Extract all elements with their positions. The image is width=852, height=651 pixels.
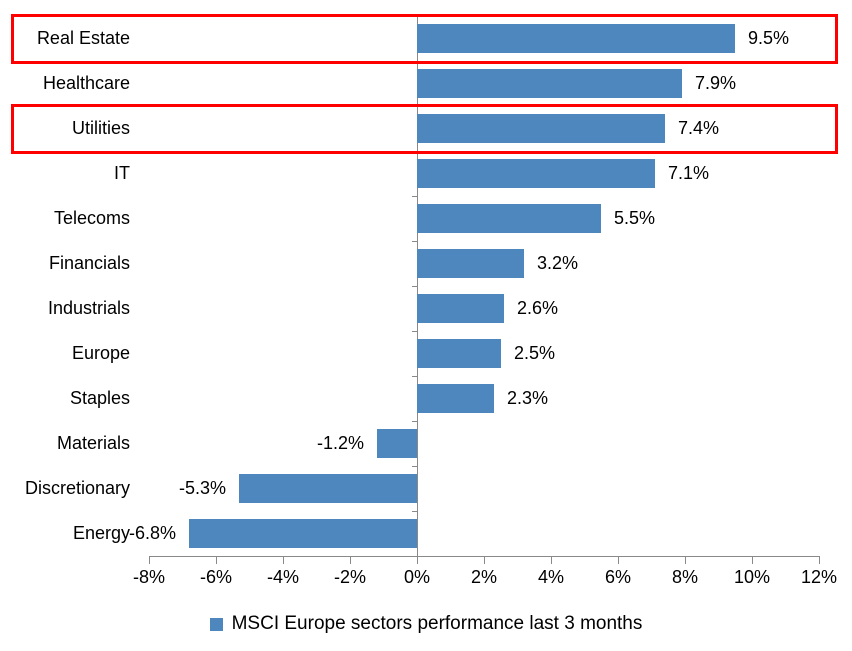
highlight-box [11, 13, 838, 64]
value-label: 2.3% [507, 388, 549, 408]
value-axis-tick [216, 556, 217, 564]
value-axis-tick-label: -4% [266, 567, 300, 587]
value-axis-tick-label: 6% [604, 567, 632, 587]
highlight-box [11, 103, 838, 154]
category-axis-tick [412, 511, 418, 512]
bar [417, 339, 501, 368]
category-label: IT [114, 163, 130, 183]
bar [417, 249, 524, 278]
category-label: Industrials [47, 298, 130, 318]
category-axis-tick [412, 466, 418, 467]
bar [189, 519, 417, 548]
value-axis-tick-label: 4% [537, 567, 565, 587]
value-label: 2.5% [514, 343, 556, 363]
bar [377, 429, 417, 458]
value-axis-tick-label: -2% [333, 567, 367, 587]
value-axis-tick [685, 556, 686, 564]
bar [417, 159, 655, 188]
bar [417, 69, 682, 98]
legend-marker-icon [209, 617, 223, 631]
category-axis-tick [412, 196, 418, 197]
category-axis-tick [412, 106, 418, 107]
value-axis-tick [350, 556, 351, 564]
category-label: Materials [56, 433, 130, 453]
value-axis-tick-label: 10% [733, 567, 771, 587]
bar [417, 384, 494, 413]
value-axis-tick-label: 12% [800, 567, 838, 587]
category-axis-tick [412, 421, 418, 422]
legend-label: MSCI Europe sectors performance last 3 m… [231, 613, 643, 634]
value-axis-tick-label: -6% [199, 567, 233, 587]
category-axis-tick [412, 286, 418, 287]
value-axis-tick [551, 556, 552, 564]
bar [239, 474, 417, 503]
value-axis-tick [618, 556, 619, 564]
value-label: 5.5% [614, 208, 656, 228]
value-label: 7.4% [678, 118, 720, 138]
bar [417, 204, 601, 233]
value-label: 9.5% [748, 28, 790, 48]
value-axis-tick [752, 556, 753, 564]
category-axis-tick [412, 376, 418, 377]
value-axis-tick [283, 556, 284, 564]
category-label: Financials [48, 253, 130, 273]
value-axis-tick [484, 556, 485, 564]
bar [417, 24, 735, 53]
chart-legend: MSCI Europe sectors performance last 3 m… [0, 610, 852, 638]
value-axis-tick-label: 2% [470, 567, 498, 587]
value-label: 7.9% [695, 73, 737, 93]
category-label: Telecoms [53, 208, 130, 228]
value-axis-tick [819, 556, 820, 564]
category-label: Staples [69, 388, 130, 408]
value-label: -1.2% [316, 433, 364, 453]
category-axis-tick [412, 241, 418, 242]
category-label: Europe [71, 343, 130, 363]
bar [417, 114, 665, 143]
value-axis-tick [417, 556, 418, 564]
category-label: Healthcare [42, 73, 130, 93]
category-label: Real Estate [36, 28, 130, 48]
bar [417, 294, 504, 323]
value-axis-tick-label: 0% [403, 567, 431, 587]
value-label: 2.6% [517, 298, 559, 318]
value-axis-tick [149, 556, 150, 564]
value-label: 3.2% [537, 253, 579, 273]
category-label: Energy [72, 523, 130, 543]
category-axis-tick [412, 16, 418, 17]
value-axis-tick-label: -8% [132, 567, 166, 587]
value-label: -6.8% [128, 523, 176, 543]
category-axis-tick [412, 331, 418, 332]
value-label: 7.1% [668, 163, 710, 183]
category-label: Discretionary [24, 478, 130, 498]
category-label: Utilities [71, 118, 130, 138]
value-label: -5.3% [178, 478, 226, 498]
value-axis-tick-label: 8% [671, 567, 699, 587]
